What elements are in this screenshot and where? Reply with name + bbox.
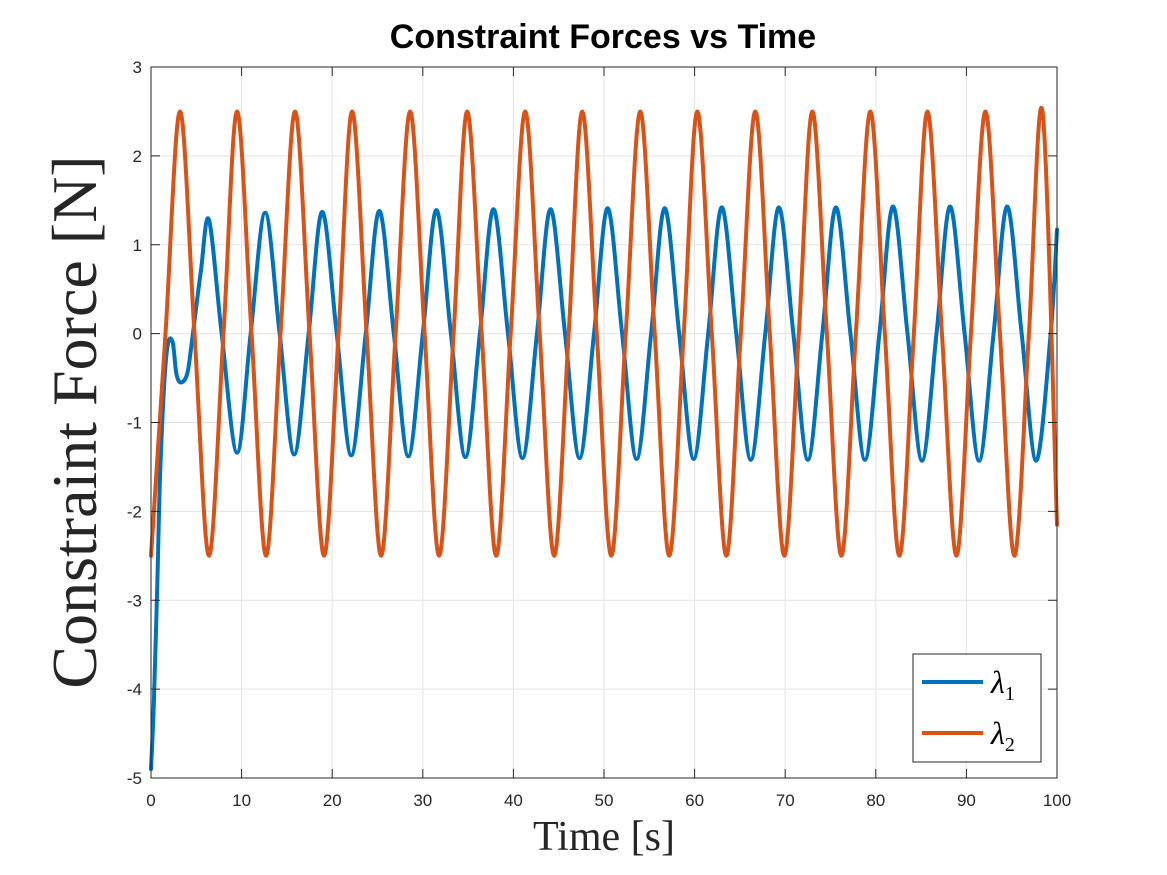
y-tick-label: -1 — [127, 414, 142, 433]
x-tick-label: 20 — [323, 791, 342, 810]
legend-symbol-1: λ — [990, 664, 1005, 700]
legend-subscript-1: 1 — [1005, 683, 1015, 705]
x-tick-label: 0 — [146, 791, 155, 810]
legend-subscript-2: 2 — [1005, 734, 1015, 756]
x-tick-labels: 0 10 20 30 40 50 60 70 80 90 100 — [146, 791, 1071, 810]
tick-marks — [150, 66, 1058, 779]
x-tick-label: 60 — [685, 791, 704, 810]
series-line-lambda-2 — [149, 105, 1059, 558]
x-tick-label: 80 — [866, 791, 885, 810]
legend-box — [912, 653, 1042, 763]
y-tick-label: -5 — [127, 769, 142, 788]
legend: λ1 λ2 — [912, 653, 1042, 763]
y-tick-label: 1 — [133, 236, 142, 255]
x-tick-label: 10 — [232, 791, 251, 810]
y-tick-label: 3 — [133, 58, 142, 77]
y-tick-label: 0 — [133, 325, 142, 344]
x-tick-label: 90 — [957, 791, 976, 810]
y-tick-labels: 3 2 1 0 -1 -2 -3 -4 -5 — [127, 58, 142, 788]
y-tick-label: 2 — [133, 147, 142, 166]
series-group — [149, 105, 1059, 772]
x-tick-label: 70 — [776, 791, 795, 810]
y-axis-label: Constraint Force [N] — [39, 155, 110, 688]
y-tick-label: -3 — [127, 591, 142, 610]
legend-label-lambda-2: λ2 — [990, 715, 1015, 756]
x-tick-label: 50 — [595, 791, 614, 810]
x-axis-label: Time [s] — [533, 814, 675, 860]
y-tick-label: -4 — [127, 680, 142, 699]
series-line-lambda-1 — [149, 204, 1059, 772]
chart-title: Constraint Forces vs Time — [390, 18, 816, 56]
legend-symbol-2: λ — [990, 715, 1005, 751]
x-tick-label: 30 — [413, 791, 432, 810]
y-tick-label: -2 — [127, 502, 142, 521]
legend-label-lambda-1: λ1 — [990, 664, 1015, 705]
x-tick-label: 40 — [504, 791, 523, 810]
x-tick-label: 100 — [1043, 791, 1071, 810]
